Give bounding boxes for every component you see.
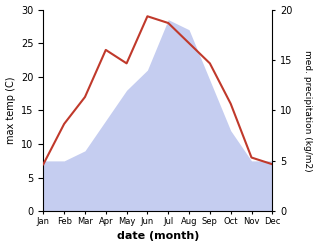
Y-axis label: med. precipitation (kg/m2): med. precipitation (kg/m2): [303, 50, 313, 171]
X-axis label: date (month): date (month): [117, 231, 199, 242]
Y-axis label: max temp (C): max temp (C): [5, 77, 16, 144]
